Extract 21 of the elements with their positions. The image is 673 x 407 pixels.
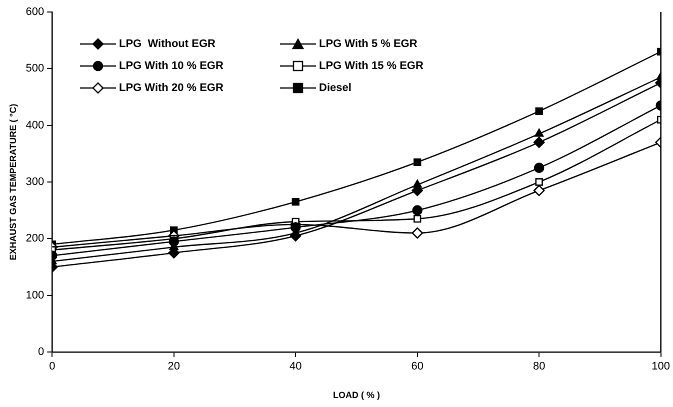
legend-label: Diesel	[319, 82, 352, 94]
legend-label: LPG With 15 % EGR	[319, 60, 424, 72]
x-tick-label: 0	[49, 360, 56, 373]
legend-label: LPG With 10 % EGR	[119, 60, 224, 72]
x-tick-label: 40	[289, 360, 302, 373]
y-tick-label: 0	[38, 346, 44, 358]
y-axis-title: EXHAUST GAS TEMPERATURE ( °C)	[8, 104, 18, 260]
legend-label: LPG With 5 % EGR	[319, 38, 418, 50]
x-tick-label: 20	[168, 360, 180, 373]
x-tick-label: 80	[532, 360, 546, 373]
x-tick-label: 100	[652, 360, 670, 373]
y-tick-label: 200	[26, 232, 44, 245]
x-axis-title: LOAD ( % )	[332, 390, 380, 400]
x-tick-label: 60	[411, 360, 424, 373]
y-tick-label: 300	[26, 176, 44, 188]
legend-label: LPG With 20 % EGR	[119, 82, 224, 94]
y-tick-label: 600	[26, 6, 44, 18]
y-tick-label: 500	[26, 62, 44, 75]
legend-label: LPG Without EGR	[119, 38, 216, 50]
y-tick-label: 100	[26, 289, 44, 302]
y-tick-label: 400	[26, 119, 44, 132]
